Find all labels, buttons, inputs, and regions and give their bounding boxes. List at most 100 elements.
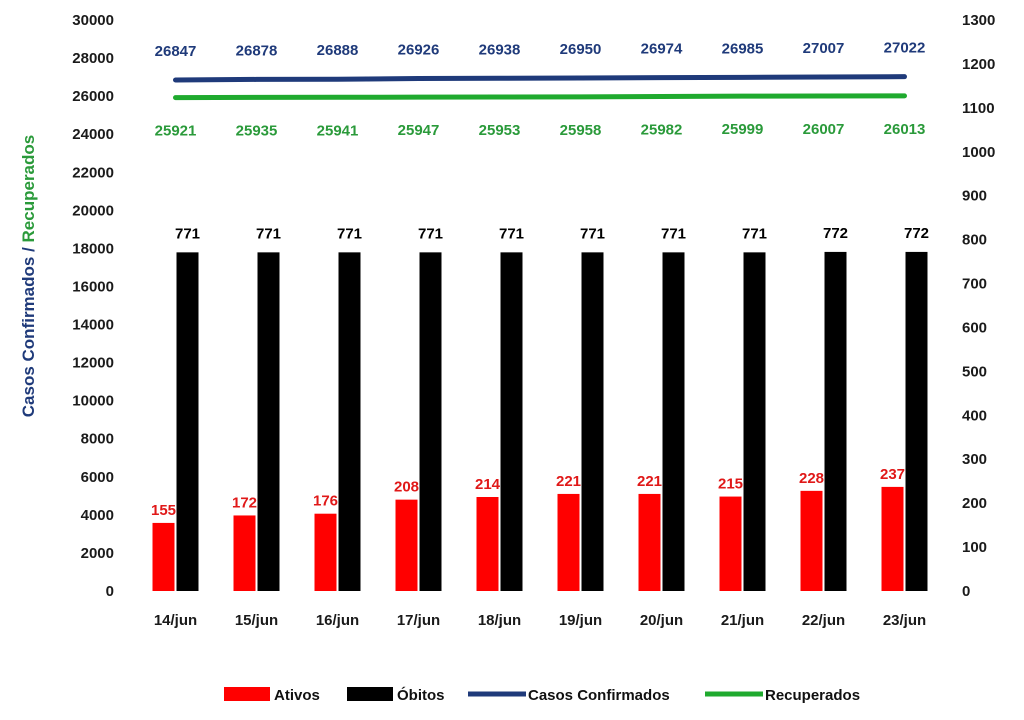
x-tick-label: 19/jun — [559, 612, 602, 629]
x-tick-label: 20/jun — [640, 612, 683, 629]
x-axis: 14/jun 15/jun 16/jun 17/jun 18/jun 19/jun 20/j… — [154, 612, 926, 629]
data-label-obitos: 771 — [175, 225, 200, 242]
data-label-recuperados: 25941 — [317, 122, 359, 139]
data-labels: 155 771 172 771 176 771 208 771 214 771 221 771 221 7… — [151, 40, 929, 519]
y-right-tick-label: 800 — [962, 232, 987, 249]
bar-obitos — [500, 252, 523, 591]
y-left-tick-label: 16000 — [72, 278, 114, 295]
bar-ativos — [314, 513, 337, 591]
data-label-casos-confirmados: 26888 — [317, 42, 359, 59]
data-label-casos-confirmados: 27022 — [884, 40, 926, 57]
x-tick-label: 18/jun — [478, 612, 521, 629]
x-tick-label: 17/jun — [397, 612, 440, 629]
data-label-recuperados: 25935 — [236, 122, 278, 139]
line-casos-confirmados — [173, 74, 907, 83]
y-right-tick-label: 600 — [962, 319, 987, 336]
bar-ativos — [719, 496, 742, 591]
data-label-casos-confirmados: 26926 — [398, 42, 440, 59]
data-label-obitos: 771 — [418, 225, 443, 242]
data-label-obitos: 771 — [661, 225, 686, 242]
y-right-tick-label: 1200 — [962, 56, 995, 73]
data-label-obitos: 771 — [256, 225, 281, 242]
data-label-recuperados: 26007 — [803, 121, 845, 138]
data-label-ativos: 221 — [637, 473, 662, 490]
bar-obitos — [419, 252, 442, 591]
bar-ativos — [233, 515, 256, 591]
y-right-tick-label: 500 — [962, 363, 987, 380]
data-label-ativos: 215 — [718, 476, 743, 493]
x-tick-label: 16/jun — [316, 612, 359, 629]
data-label-casos-confirmados: 26985 — [722, 40, 764, 57]
y-left-tick-label: 26000 — [72, 88, 114, 105]
bar-ativos — [557, 493, 580, 591]
bar-obitos — [905, 251, 928, 591]
x-tick-label: 15/jun — [235, 612, 278, 629]
data-label-recuperados: 26013 — [884, 121, 926, 138]
data-label-obitos: 771 — [337, 225, 362, 242]
y-axis-right: 0 100 200 300 400 500 600 700 800 900 1000 1100 1200… — [962, 12, 995, 600]
bar-obitos — [581, 252, 604, 591]
data-label-ativos: 172 — [232, 494, 257, 511]
data-label-recuperados: 25982 — [641, 121, 683, 138]
data-label-obitos: 772 — [904, 225, 929, 242]
y-left-tick-label: 18000 — [72, 240, 114, 257]
y-left-tick-label: 12000 — [72, 355, 114, 372]
data-label-casos-confirmados: 26974 — [641, 41, 683, 58]
data-label-recuperados: 25958 — [560, 122, 602, 139]
legend-label: Recuperados — [765, 687, 860, 704]
data-label-obitos: 771 — [499, 225, 524, 242]
y-left-tick-label: 8000 — [81, 431, 114, 448]
data-label-casos-confirmados: 27007 — [803, 40, 845, 57]
y-right-tick-label: 1000 — [962, 144, 995, 161]
x-tick-label: 14/jun — [154, 612, 197, 629]
y-right-tick-label: 900 — [962, 188, 987, 205]
bar-obitos — [743, 252, 766, 591]
y-axis-label-left: Casos Confirmados / Recuperados — [19, 135, 38, 417]
y-left-tick-label: 22000 — [72, 164, 114, 181]
bar-obitos — [662, 252, 685, 591]
y-right-tick-label: 0 — [962, 583, 970, 600]
legend-swatch — [347, 687, 393, 701]
data-label-casos-confirmados: 26847 — [155, 43, 197, 60]
y-axis-label-recuperados: Recuperados — [19, 135, 38, 243]
data-label-ativos: 214 — [475, 476, 501, 493]
bar-ativos — [638, 493, 661, 591]
data-label-casos-confirmados: 26878 — [236, 42, 278, 59]
data-label-recuperados: 25953 — [479, 122, 521, 139]
y-axis-label-separator: / — [19, 242, 38, 256]
y-left-tick-label: 6000 — [81, 469, 114, 486]
y-axis-left: 0 2000 4000 6000 8000 10000 12000 14000 16000 180… — [72, 12, 114, 600]
y-left-tick-label: 20000 — [72, 202, 114, 219]
y-left-tick-label: 2000 — [81, 545, 114, 562]
bar-ativos — [881, 486, 904, 591]
legend-label: Óbitos — [397, 686, 445, 704]
y-left-tick-label: 24000 — [72, 126, 114, 143]
bars — [152, 251, 928, 591]
data-label-ativos: 228 — [799, 470, 824, 487]
lines — [173, 74, 907, 101]
y-right-tick-label: 100 — [962, 539, 987, 556]
bar-ativos — [152, 522, 175, 591]
bar-ativos — [476, 497, 499, 591]
y-left-tick-label: 14000 — [72, 317, 114, 334]
y-right-tick-label: 1100 — [962, 100, 995, 117]
data-label-ativos: 176 — [313, 493, 338, 510]
data-label-obitos: 771 — [580, 225, 605, 242]
data-label-obitos: 771 — [742, 225, 767, 242]
legend-label: Ativos — [274, 687, 320, 704]
y-left-tick-label: 30000 — [72, 12, 114, 29]
data-label-casos-confirmados: 26938 — [479, 41, 521, 58]
y-right-tick-label: 300 — [962, 451, 987, 468]
line-recuperados — [173, 93, 907, 101]
data-label-ativos: 237 — [880, 466, 905, 483]
bar-obitos — [257, 252, 280, 591]
data-label-recuperados: 25999 — [722, 121, 764, 138]
bar-obitos — [176, 252, 199, 591]
legend-swatch — [224, 687, 270, 701]
x-tick-label: 22/jun — [802, 612, 845, 629]
y-left-tick-label: 10000 — [72, 393, 114, 410]
x-tick-label: 21/jun — [721, 612, 764, 629]
data-label-ativos: 155 — [151, 502, 176, 519]
y-left-tick-label: 4000 — [81, 507, 114, 524]
